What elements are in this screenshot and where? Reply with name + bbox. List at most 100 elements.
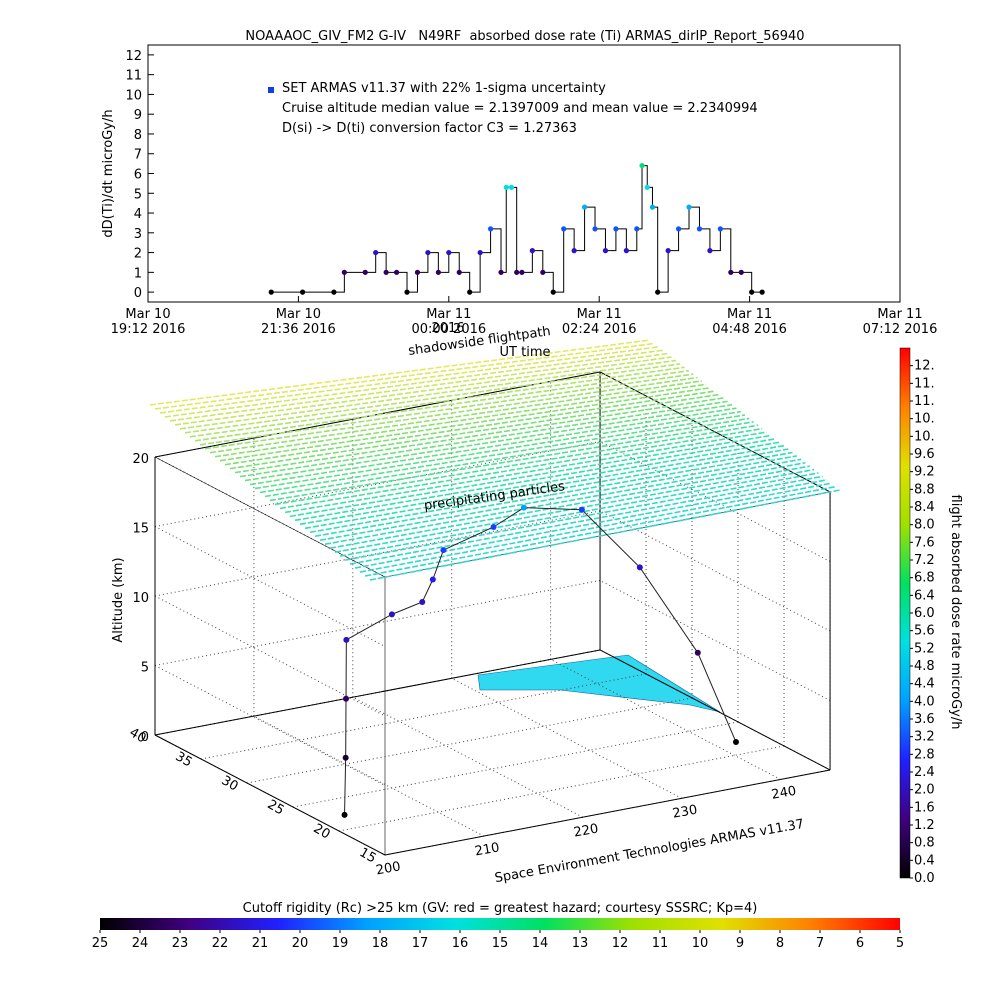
colorbar-tick-label: 7.2 <box>914 553 935 568</box>
colorbar-tick-label: 12 <box>612 936 629 951</box>
mesh-line <box>299 441 780 526</box>
colorbar-tick-label: 16 <box>452 936 469 951</box>
dose-point <box>561 226 567 232</box>
grid-line <box>599 510 831 632</box>
mesh-line <box>159 346 659 414</box>
dose-point <box>644 184 650 190</box>
legend-swatch <box>268 87 274 93</box>
mesh-line <box>319 455 797 542</box>
mesh-line <box>289 434 772 518</box>
y-tick-label: 12 <box>125 49 142 64</box>
y-tick-label: 11 <box>125 69 142 84</box>
flight-point <box>578 506 585 513</box>
dose-point <box>613 226 619 232</box>
colorbar-tick-label: 18 <box>372 936 389 951</box>
flight-point <box>440 547 447 554</box>
dose-point <box>268 289 274 295</box>
annotation: SET ARMAS v11.37 with 22% 1-sigma uncert… <box>282 81 606 96</box>
colorbar-tick-label: 8 <box>776 936 784 951</box>
colorbar-tick-label: 21 <box>252 936 269 951</box>
colorbar-tick-label: 3.2 <box>914 730 935 745</box>
x-tick-label: Mar 10 21:36 2016 <box>261 307 336 337</box>
colorbar-tick-label: 5.2 <box>914 641 935 656</box>
colorbar-tick-label: 5 <box>896 936 904 951</box>
z-tick-label: 15 <box>132 522 149 537</box>
y-tick-label: 10 <box>125 88 142 103</box>
x-tick-label: 210 <box>474 840 501 859</box>
dose-point <box>456 269 462 275</box>
dose-point <box>477 249 483 256</box>
flight-point <box>490 523 497 530</box>
dose-point <box>487 226 494 232</box>
y-tick-label: 3 <box>134 227 142 242</box>
colorbar-title: flight absorbed dose rate microGy/h <box>948 495 963 730</box>
box-edge <box>384 769 831 856</box>
dose-point <box>623 248 629 254</box>
colorbar-tick-label: 10. <box>914 429 935 444</box>
colorbar-tick-label: 6.8 <box>914 571 935 586</box>
dose-point <box>373 249 379 256</box>
y-axis-label: dD(Ti)/dt microGy/h <box>101 109 116 237</box>
y-tick-label: 35 <box>173 749 195 770</box>
x-tick-label-line: Mar 11 <box>727 307 772 322</box>
colorbar-tick-label: 6 <box>856 936 864 951</box>
dose-point <box>414 269 421 275</box>
colorbar-tick-label: 24 <box>132 936 149 951</box>
colorbar-tick-label: 17 <box>412 936 429 951</box>
dose-point <box>508 184 515 190</box>
mesh-line <box>249 407 737 486</box>
dose-point <box>738 269 744 275</box>
x-tick-label-line: Mar 11 <box>426 307 471 322</box>
colorbar-tick-label: 25 <box>92 936 109 951</box>
flight-point <box>732 739 739 746</box>
box-edge <box>154 734 386 856</box>
mesh-line <box>184 363 681 434</box>
dose-point <box>362 269 368 275</box>
mesh-line <box>209 380 702 454</box>
annotation: Cruise altitude median value = 2.1397009… <box>282 101 758 116</box>
colorbar-tick-label: 0.8 <box>914 836 935 851</box>
x-tick-label: Mar 11 00:00 2016 <box>411 307 486 337</box>
ground-particle-region <box>477 654 721 713</box>
x-tick-label-line: 21:36 2016 <box>261 322 336 337</box>
colorbar-tick-label: 10 <box>692 936 709 951</box>
x-tick-label: Mar 10 19:12 2016 <box>111 307 186 337</box>
colorbar-tick-label: 1.6 <box>914 800 935 815</box>
mesh-line <box>224 390 715 466</box>
mesh-line <box>244 403 733 482</box>
mesh-line <box>149 339 651 406</box>
colorbar-tick-label: 19 <box>332 936 349 951</box>
y-tick-label: 0 <box>134 286 142 301</box>
dose-point <box>602 248 609 254</box>
x-tick-label-line: 07:12 2016 <box>863 322 938 337</box>
y-tick-label: 6 <box>134 168 142 183</box>
dose-point <box>529 248 535 254</box>
dose-point <box>331 289 337 295</box>
x-tick-label-line: 04:48 2016 <box>712 322 787 337</box>
z-tick-label: 20 <box>132 452 149 467</box>
mesh-line <box>179 359 677 430</box>
x-tick-label: Mar 11 04:48 2016 <box>712 307 787 337</box>
colorbar-tick-label: 14 <box>532 936 549 951</box>
colorbar-tick-label: 2.4 <box>914 765 935 780</box>
colorbar-tick-label: 4.0 <box>914 694 935 709</box>
dose-point <box>467 289 473 295</box>
dose-point <box>514 269 520 275</box>
dose-point <box>383 269 389 275</box>
colorbar-tick-label: 11. <box>914 394 935 409</box>
flight-point <box>419 598 426 605</box>
colorbar-tick-label: 8.8 <box>914 482 935 497</box>
mesh-line <box>349 475 823 565</box>
grid-line <box>451 677 682 799</box>
colorbar-tick-label: 6.0 <box>914 606 935 621</box>
x-tick-label: 230 <box>672 803 699 822</box>
colorbar-tick-label: 8.0 <box>914 518 935 533</box>
colorbar-tick-label: 20 <box>292 936 309 951</box>
x-tick-label-line: Mar 10 <box>276 307 321 322</box>
annotation: UT time <box>500 345 551 360</box>
dose-point <box>655 289 661 295</box>
grid-line <box>550 658 781 780</box>
colorbar-tick-label: 0.4 <box>914 853 935 868</box>
mesh-line <box>329 461 806 549</box>
